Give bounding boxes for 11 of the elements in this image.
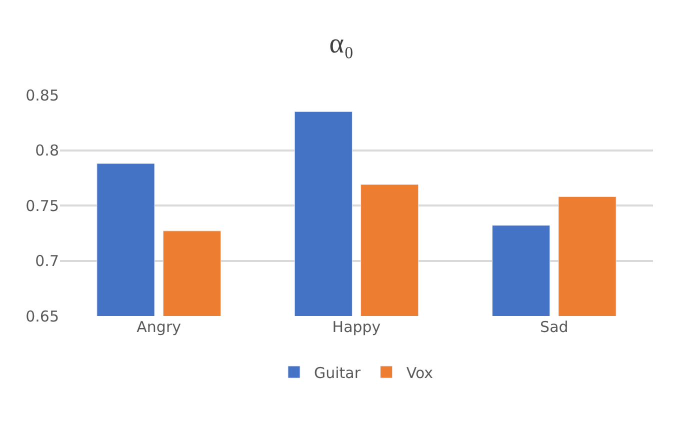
x-tick-label: Sad: [540, 318, 568, 336]
x-tick-label: Angry: [136, 318, 182, 336]
y-tick-label: 0.75: [26, 196, 59, 215]
y-tick-label: 0.8: [35, 142, 59, 160]
legend-label: Vox: [406, 364, 434, 382]
y-tick-label: 0.65: [26, 307, 59, 326]
y-tick-label: 0.85: [26, 86, 59, 104]
legend-label: Guitar: [314, 364, 362, 382]
chart-title: α₀: [329, 28, 354, 60]
y-tick-label: 0.7: [35, 252, 59, 270]
x-tick-label: Happy: [332, 318, 381, 336]
